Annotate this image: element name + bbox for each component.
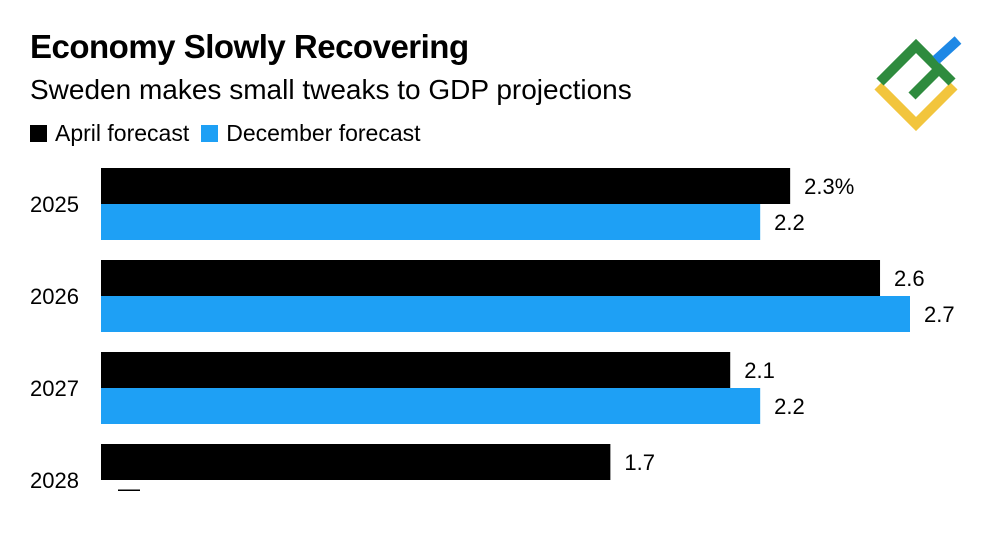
data-label-april-2026: 2.6 <box>894 266 925 291</box>
brand-logo-icon <box>874 36 962 131</box>
legend-item-april: April forecast <box>30 120 189 147</box>
data-label-december-2027: 2.2 <box>774 394 805 419</box>
data-label-april-2028: 1.7 <box>624 450 655 475</box>
y-tick-label: 2026 <box>30 284 79 309</box>
data-label-april-2027: 2.1 <box>744 358 775 383</box>
bar-december-2025 <box>101 204 761 240</box>
data-label-april-2025: 2.3% <box>804 174 854 199</box>
bar-april-2027 <box>101 352 731 388</box>
bar-december-2026 <box>101 296 910 332</box>
chart-subtitle: Sweden makes small tweaks to GDP project… <box>30 74 632 105</box>
legend-swatch-december <box>201 125 219 142</box>
legend-swatch-april <box>30 125 47 142</box>
legend-item-december: December forecast <box>201 120 421 147</box>
bar-april-2028 <box>101 444 611 480</box>
data-label-december-2025: 2.2 <box>774 210 805 235</box>
legend: April forecast December forecast <box>30 120 433 147</box>
y-tick-label: 2028 <box>30 468 79 493</box>
legend-label-december: December forecast <box>226 120 421 146</box>
data-label-december-2026: 2.7 <box>924 302 955 327</box>
bar-december-2027 <box>101 388 761 424</box>
chart-title: Economy Slowly Recovering <box>30 28 469 65</box>
y-tick-label: 2025 <box>30 192 79 217</box>
bar-april-2026 <box>101 260 881 296</box>
y-tick-label: 2027 <box>30 376 79 401</box>
legend-label-april: April forecast <box>55 120 190 146</box>
data-label-december-2028: — <box>118 476 140 501</box>
bar-april-2025 <box>101 168 791 204</box>
